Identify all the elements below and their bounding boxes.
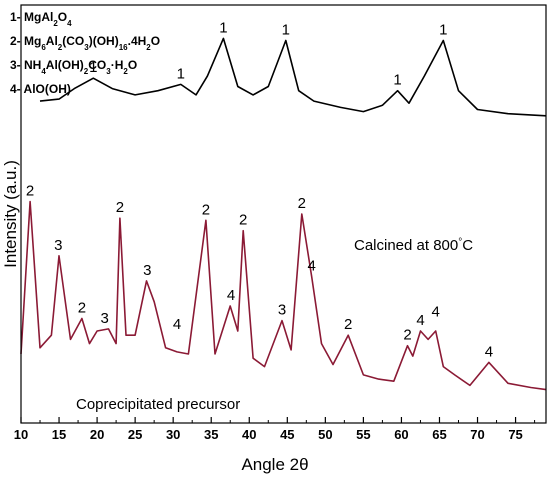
- peak-label: 2: [78, 300, 86, 317]
- series-label-calcined: Calcined at 800°C: [354, 237, 473, 255]
- plot-frame: [20, 4, 547, 424]
- series-label-precursor: Coprecipitated precursor: [76, 396, 240, 413]
- peak-label: 3: [278, 302, 286, 319]
- legend-entry: 4- AlO(OH): [10, 82, 71, 96]
- peak-label: 2: [26, 183, 34, 200]
- x-tick-label: 75: [508, 427, 522, 442]
- peak-label: 4: [227, 287, 235, 304]
- peak-label: 2: [202, 201, 210, 218]
- x-tick-label: 20: [90, 427, 104, 442]
- x-tick-label: 50: [318, 427, 332, 442]
- x-tick-label: 65: [432, 427, 446, 442]
- peak-label: 2: [239, 212, 247, 229]
- peak-label: 3: [143, 262, 151, 279]
- x-axis: 10 15 20 25 30 35 40 45 50 55 60 65 70 75: [14, 417, 536, 442]
- y-axis-title: Intensity (a.u.): [1, 160, 20, 268]
- x-tick-label: 10: [14, 427, 28, 442]
- series-line-0: [39, 37, 547, 117]
- x-tick-label: 60: [394, 427, 408, 442]
- peak-label: 4: [432, 304, 440, 321]
- x-tick-label: 15: [52, 427, 66, 442]
- x-tick-label: 35: [204, 427, 218, 442]
- x-tick-label: 40: [242, 427, 256, 442]
- x-tick-label: 25: [128, 427, 142, 442]
- peak-label: 3: [101, 310, 109, 327]
- x-tick-label: 45: [280, 427, 294, 442]
- x-tick-label: 30: [166, 427, 180, 442]
- x-axis-title: Angle 2θ: [241, 455, 308, 474]
- peak-label: 2: [298, 195, 306, 212]
- x-tick-label: 70: [470, 427, 484, 442]
- x-tick-label: 55: [356, 427, 370, 442]
- peak-label: 4: [173, 316, 181, 333]
- series-layer: [20, 37, 547, 391]
- peak-label: 1: [393, 72, 401, 89]
- peak-label: 1: [219, 19, 227, 36]
- peak-label: 1: [177, 65, 185, 82]
- peak-label: 2: [403, 327, 411, 344]
- peak-label: 4: [485, 343, 493, 360]
- peak-label: 4: [416, 312, 424, 329]
- peak-label: 2: [344, 316, 352, 333]
- peak-label: 2: [116, 199, 124, 216]
- peak-label: 1: [89, 59, 97, 76]
- peak-label: 4: [308, 258, 316, 275]
- series-line-1: [20, 200, 547, 391]
- peak-label: 1: [282, 22, 290, 39]
- peak-label: 3: [54, 237, 62, 254]
- peak-label: 1: [439, 22, 447, 39]
